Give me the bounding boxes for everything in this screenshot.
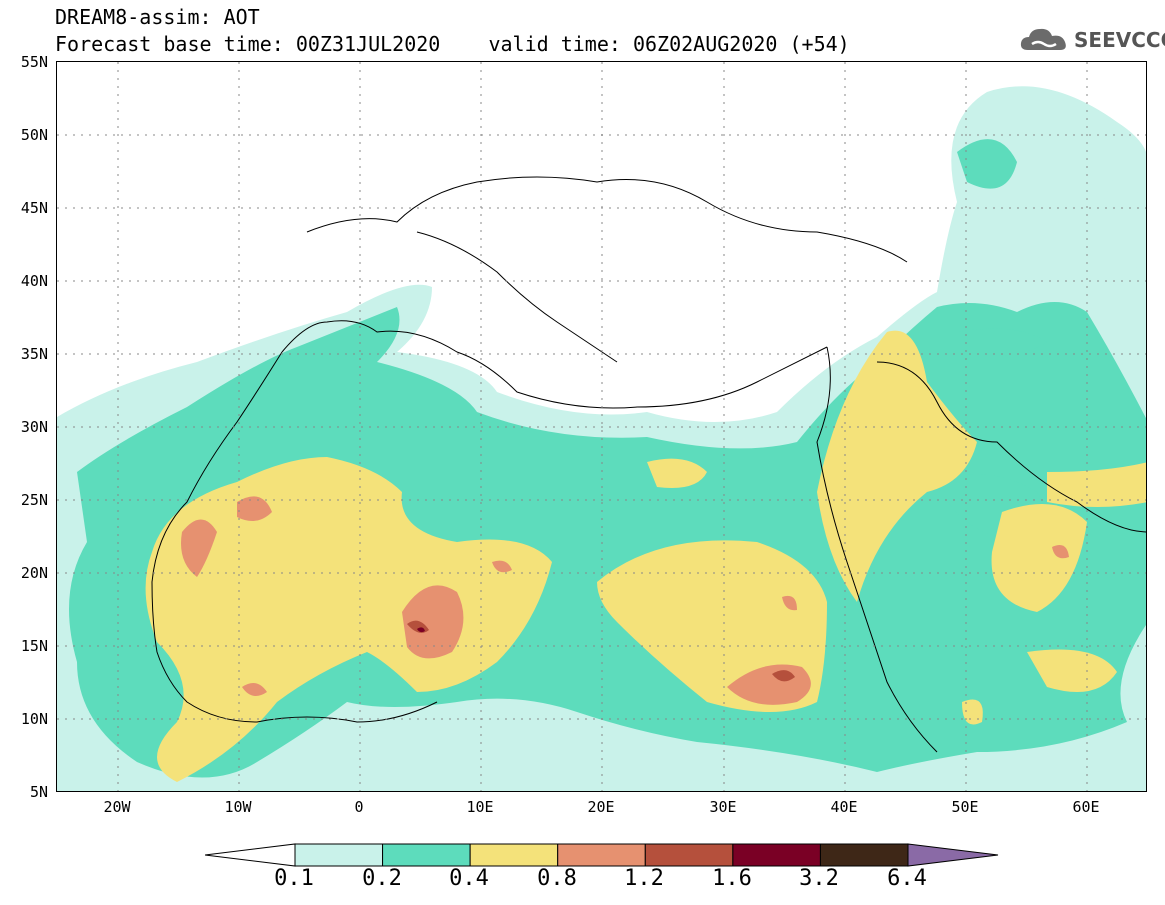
colorbar-cell (382, 843, 471, 867)
lat-label: 55N (20, 53, 48, 71)
colorbar-tick: 0.1 (274, 866, 314, 891)
lat-label: 40N (20, 272, 48, 290)
colorbar-cell (294, 843, 384, 867)
logo-label: SEEVCCC (1074, 28, 1165, 52)
aot-field (57, 62, 1146, 791)
aot-map (56, 61, 1147, 792)
lon-label: 20E (587, 798, 615, 816)
colorbar-cells (294, 843, 909, 867)
coastlines (151, 176, 1146, 753)
lat-label: 20N (20, 564, 48, 582)
cloud-icon (1020, 28, 1066, 50)
lon-label: 40E (830, 798, 858, 816)
lon-label: 60E (1072, 798, 1100, 816)
colorbar-cell (644, 843, 734, 867)
map-title: DREAM8-assim: AOT (55, 5, 260, 29)
lat-label: 45N (20, 199, 48, 217)
lon-label: 20W (103, 798, 131, 816)
colorbar-cell (732, 843, 821, 867)
colorbar-tick: 1.2 (624, 866, 664, 891)
lat-label: 15N (20, 637, 48, 655)
colorbar-high-arrow (907, 843, 999, 867)
lon-label: 10W (224, 798, 252, 816)
lat-label: 5N (29, 783, 48, 801)
graticule (57, 62, 1146, 791)
lat-label: 35N (20, 345, 48, 363)
colorbar-cell (819, 843, 909, 867)
colorbar-tick: 0.2 (362, 866, 402, 891)
colorbar-tick: 1.6 (712, 866, 752, 891)
lon-label: 50E (951, 798, 979, 816)
aot-level-1.6 (417, 627, 425, 633)
aot-level-0.8 (181, 496, 1069, 705)
colorbar-cell (469, 843, 559, 867)
colorbar-tick: 0.8 (537, 866, 577, 891)
forecast-time-line: Forecast base time: 00Z31JUL2020 valid t… (55, 32, 850, 56)
colorbar (205, 843, 999, 867)
colorbar-low-arrow (205, 843, 296, 867)
colorbar-cell (557, 843, 646, 867)
lat-label: 50N (20, 126, 48, 144)
lat-label: 30N (20, 418, 48, 436)
colorbar-tick: 0.4 (449, 866, 489, 891)
lat-label: 10N (20, 710, 48, 728)
lon-label: 0 (354, 798, 364, 816)
lat-label: 25N (20, 491, 48, 509)
lon-label: 10E (466, 798, 494, 816)
colorbar-tick: 6.4 (887, 866, 927, 891)
seevccc-logo: SEEVCCC (1018, 22, 1165, 56)
lon-label: 30E (709, 798, 737, 816)
colorbar-tick: 3.2 (799, 866, 839, 891)
